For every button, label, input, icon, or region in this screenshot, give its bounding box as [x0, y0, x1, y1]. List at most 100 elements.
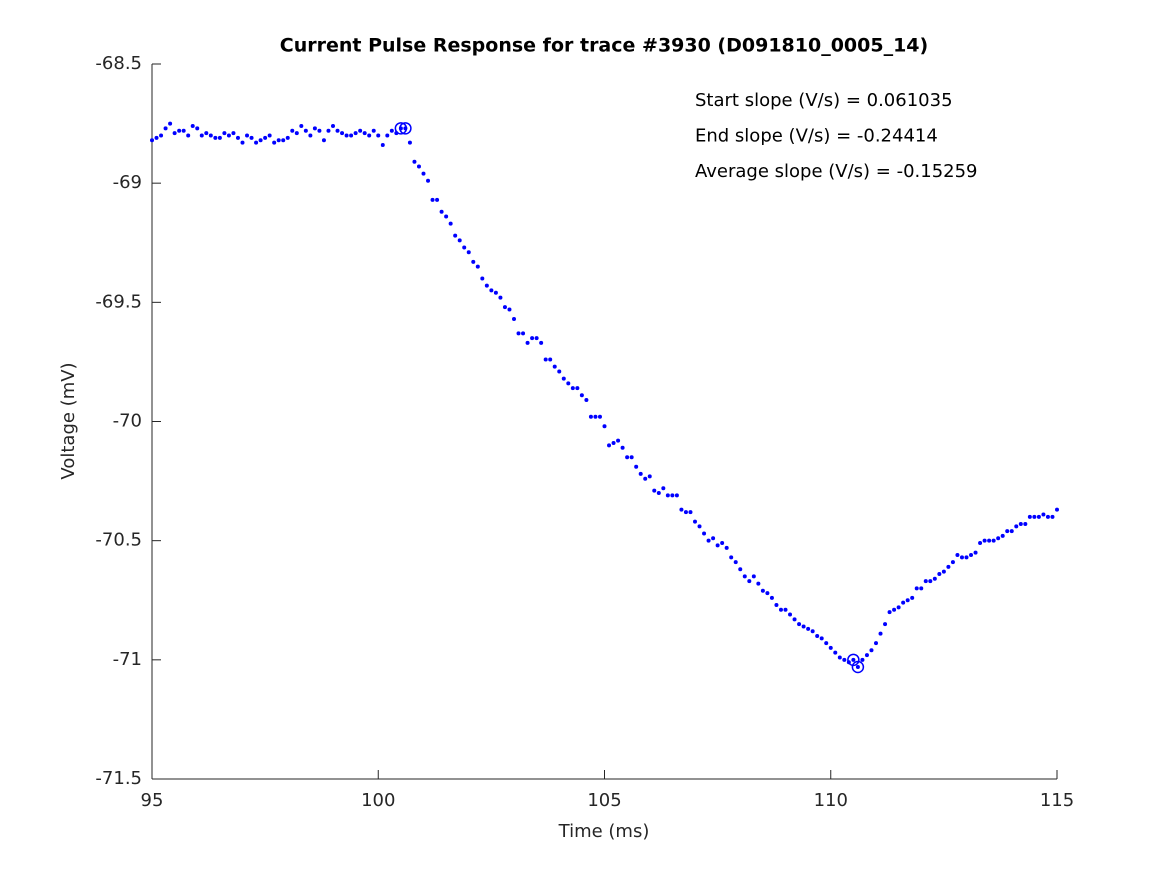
data-point — [439, 209, 444, 214]
data-point — [955, 552, 960, 557]
data-point — [607, 443, 612, 448]
data-point — [819, 636, 824, 641]
data-point — [778, 607, 783, 612]
data-point — [851, 657, 856, 662]
data-point — [620, 445, 625, 450]
data-point — [512, 317, 516, 322]
data-point — [376, 133, 381, 138]
data-point — [824, 641, 829, 646]
data-point — [747, 579, 752, 584]
data-point — [828, 645, 833, 650]
data-point — [353, 131, 358, 136]
data-point — [448, 221, 453, 226]
data-point — [688, 510, 693, 515]
y-tick-label: -71 — [113, 649, 142, 670]
data-point — [810, 629, 815, 634]
data-point — [498, 295, 503, 300]
data-point — [154, 135, 159, 140]
data-point — [258, 138, 263, 143]
annotation: Average slope (V/s) = -0.15259 — [695, 161, 978, 182]
annotation: End slope (V/s) = -0.24414 — [695, 126, 938, 147]
data-point — [263, 135, 268, 140]
data-point — [697, 524, 702, 529]
data-point — [326, 128, 331, 133]
data-point — [240, 140, 245, 145]
data-point — [991, 538, 996, 543]
data-point — [335, 128, 340, 133]
data-point — [602, 424, 607, 429]
data-point — [426, 178, 431, 183]
data-point — [720, 541, 725, 546]
data-point — [887, 610, 892, 615]
data-point — [969, 552, 974, 557]
data-point — [797, 622, 802, 627]
data-point — [150, 138, 154, 143]
data-point — [792, 617, 797, 622]
data-point — [597, 414, 602, 419]
data-point — [385, 133, 390, 138]
data-point — [525, 340, 530, 345]
data-point — [842, 657, 847, 662]
data-point — [788, 612, 793, 617]
data-point — [769, 595, 774, 600]
data-point — [340, 131, 345, 136]
data-point — [724, 545, 729, 550]
data-point — [950, 560, 955, 565]
data-point — [611, 440, 616, 445]
data-point — [661, 486, 666, 491]
data-point — [982, 538, 987, 543]
data-point — [1036, 514, 1041, 519]
data-point — [937, 572, 942, 577]
data-point — [941, 569, 946, 574]
data-point — [245, 133, 250, 138]
data-point — [869, 648, 874, 653]
data-point — [774, 603, 779, 608]
y-tick-label: -68.5 — [95, 53, 142, 74]
data-point — [557, 369, 562, 374]
data-point — [521, 331, 526, 336]
data-point — [874, 641, 878, 646]
chart-title: Current Pulse Response for trace #3930 (… — [280, 35, 928, 57]
data-point — [475, 264, 480, 269]
data-point — [629, 455, 634, 460]
data-point — [765, 591, 770, 596]
data-point — [407, 140, 412, 145]
data-point — [317, 128, 322, 133]
data-point — [896, 605, 901, 610]
data-point — [987, 538, 992, 543]
data-point — [208, 133, 213, 138]
data-point — [172, 131, 177, 136]
data-point — [978, 541, 983, 546]
data-point — [358, 128, 363, 133]
data-point — [303, 128, 308, 133]
data-point — [833, 650, 838, 655]
data-point — [226, 133, 231, 138]
x-tick-label: 110 — [814, 790, 848, 811]
data-point — [742, 574, 747, 579]
data-point — [665, 493, 670, 498]
data-point — [344, 133, 349, 138]
data-point — [570, 386, 575, 391]
data-point — [235, 135, 240, 140]
data-point — [1045, 514, 1050, 519]
data-point — [616, 438, 621, 443]
data-point — [919, 586, 924, 591]
marker-circle — [394, 122, 408, 135]
data-point — [910, 595, 915, 600]
data-point — [457, 238, 462, 243]
data-point — [892, 607, 897, 612]
data-point — [1005, 529, 1010, 534]
data-point — [321, 138, 326, 143]
data-point — [199, 133, 204, 138]
data-point — [389, 128, 394, 133]
data-point — [973, 550, 978, 555]
data-point — [421, 171, 426, 176]
y-tick-label: -69.5 — [95, 291, 142, 312]
data-point — [371, 128, 376, 133]
data-point — [1000, 533, 1005, 538]
data-point — [1041, 512, 1046, 517]
data-point — [946, 564, 951, 569]
data-point — [362, 131, 367, 136]
data-point — [679, 507, 684, 512]
